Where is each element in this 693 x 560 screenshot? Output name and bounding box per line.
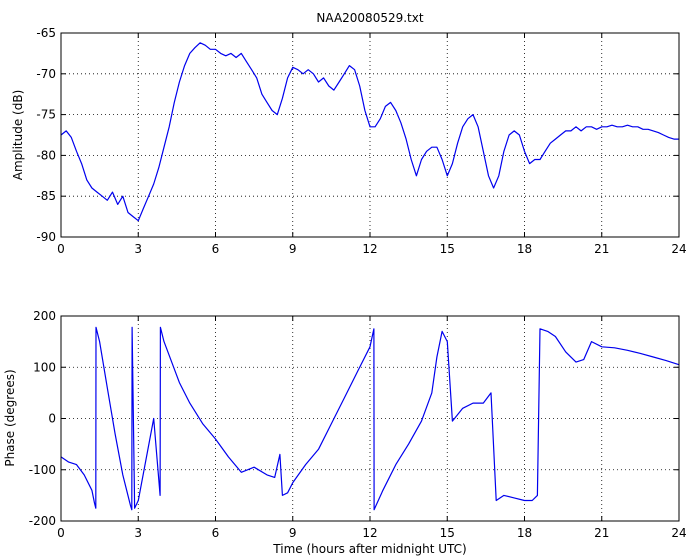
phase-x-tick-label: 0 — [57, 526, 65, 540]
phase-series — [60, 326, 680, 511]
phase-x-tick-label: 24 — [671, 526, 686, 540]
amplitude-y-tick-label: -80 — [36, 148, 56, 162]
phase-grid — [61, 316, 679, 521]
amplitude-series-line — [60, 42, 679, 222]
phase-x-tick-label: 12 — [362, 526, 377, 540]
amplitude-series — [60, 42, 679, 222]
amplitude-ticks: 0 3 6 9 12 15 18 21 24 -65 -70 -75 -80 -85 -90 — [36, 26, 686, 256]
phase-series-line — [60, 326, 680, 511]
amplitude-y-tick-label: -65 — [36, 26, 56, 40]
phase-y-tick-label: 200 — [33, 309, 56, 323]
amplitude-y-axis-label: Amplitude (dB) — [11, 90, 25, 181]
phase-y-tick-label: -200 — [29, 514, 56, 528]
phase-x-axis-label: Time (hours after midnight UTC) — [272, 542, 466, 556]
amplitude-x-tick-label: 6 — [212, 242, 220, 256]
amplitude-y-tick-label: -85 — [36, 189, 56, 203]
amplitude-y-tick-label: -70 — [36, 67, 56, 81]
phase-ticks: 0 3 6 9 12 15 18 21 24 200 100 0 -100 -200 — [29, 309, 687, 540]
amplitude-x-tick-label: 3 — [134, 242, 142, 256]
phase-x-tick-label: 6 — [212, 526, 220, 540]
amplitude-x-tick-label: 9 — [289, 242, 297, 256]
amplitude-axes: NAA20080529.txt 0 3 6 9 12 15 18 21 24 -65 -70 -75 -… — [11, 11, 687, 256]
amplitude-x-tick-label: 21 — [594, 242, 609, 256]
amplitude-x-tick-label: 18 — [517, 242, 532, 256]
phase-y-tick-label: 0 — [48, 412, 56, 426]
phase-x-tick-label: 21 — [594, 526, 609, 540]
amplitude-x-tick-label: 12 — [362, 242, 377, 256]
phase-x-tick-label: 9 — [289, 526, 297, 540]
amplitude-y-tick-label: -90 — [36, 230, 56, 244]
phase-x-tick-label: 3 — [134, 526, 142, 540]
phase-y-tick-label: -100 — [29, 463, 56, 477]
phase-y-tick-label: 100 — [33, 360, 56, 374]
amplitude-x-tick-label: 24 — [671, 242, 686, 256]
phase-x-tick-label: 18 — [517, 526, 532, 540]
amplitude-chart-title: NAA20080529.txt — [316, 11, 423, 25]
amplitude-grid — [61, 33, 679, 237]
amplitude-y-tick-label: -75 — [36, 108, 56, 122]
phase-y-axis-label: Phase (degrees) — [3, 369, 17, 466]
amplitude-x-tick-label: 15 — [440, 242, 455, 256]
phase-x-tick-label: 15 — [440, 526, 455, 540]
phase-axes: 0 3 6 9 12 15 18 21 24 200 100 0 -100 -200 Phase (deg… — [3, 309, 687, 556]
amplitude-x-tick-label: 0 — [57, 242, 65, 256]
